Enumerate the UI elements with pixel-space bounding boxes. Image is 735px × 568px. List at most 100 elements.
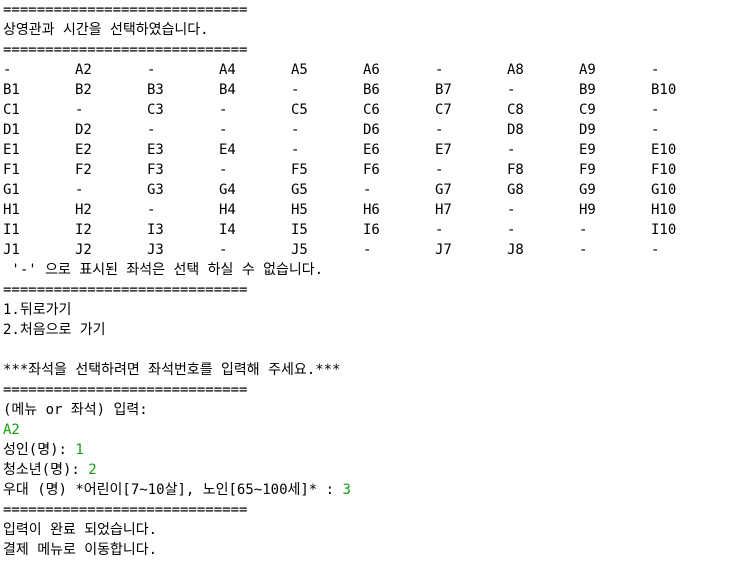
seat-label: I3 xyxy=(147,222,164,238)
menu-back-option: 1.뒤로가기 xyxy=(3,302,72,318)
seat-label: G5 xyxy=(291,182,308,198)
seat-label: H6 xyxy=(363,202,380,218)
seat-label: A8 xyxy=(507,62,524,78)
seat-label: A5 xyxy=(291,62,308,78)
seat-label: B7 xyxy=(435,82,452,98)
seat-row: E1 E2 E3 E4 - E6 E7 - E9 E10 xyxy=(3,140,733,160)
seat-label: A6 xyxy=(363,62,380,78)
seat-label: H9 xyxy=(579,202,596,218)
seat-label: G7 xyxy=(435,182,452,198)
seat-grid: - A2 - A4 A5 A6 - A8 A9 - B1 B2 B3 B4 - B6 B7 - B9 B10 C1 - C3… xyxy=(3,60,733,260)
seat-label: G10 xyxy=(651,182,677,198)
seat-unavailable: - xyxy=(651,62,660,78)
seat-label: B2 xyxy=(75,82,92,98)
seat-label: F8 xyxy=(507,162,524,178)
separator-line: ============================= xyxy=(3,42,248,58)
discount-count-input[interactable]: 3 xyxy=(342,482,351,498)
seat-unavailable: - xyxy=(651,122,660,138)
seat-row: D1 D2 - - - D6 - D8 D9 - xyxy=(3,120,733,140)
seat-label: G4 xyxy=(219,182,236,198)
seat-input-value[interactable]: A2 xyxy=(3,422,20,438)
seat-label: E6 xyxy=(363,142,380,158)
seat-label: C6 xyxy=(363,102,380,118)
seat-label: F10 xyxy=(651,162,677,178)
seat-label: C3 xyxy=(147,102,164,118)
seat-label: J1 xyxy=(3,242,20,258)
instruction-text: ***좌석을 선택하려면 좌석번호를 입력해 주세요.*** xyxy=(3,362,341,378)
youth-count-input[interactable]: 2 xyxy=(88,462,97,478)
seat-unavailable: - xyxy=(579,242,588,258)
seat-unavailable: - xyxy=(219,102,228,118)
seat-unavailable: - xyxy=(219,242,228,258)
console-output: ============================= 상영관과 시간을 선… xyxy=(3,0,733,560)
seat-label: J7 xyxy=(435,242,452,258)
seat-unavailable: - xyxy=(147,202,156,218)
seat-label: J3 xyxy=(147,242,164,258)
seat-label: G1 xyxy=(3,182,20,198)
seat-label: J2 xyxy=(75,242,92,258)
seat-unavailable: - xyxy=(651,242,660,258)
payment-message: 결제 메뉴로 이동합니다. xyxy=(3,542,158,558)
seat-label: H1 xyxy=(3,202,20,218)
seat-label: B4 xyxy=(219,82,236,98)
seat-label: H5 xyxy=(291,202,308,218)
seat-label: J5 xyxy=(291,242,308,258)
seat-label: F1 xyxy=(3,162,20,178)
menu-home-option: 2.처음으로 가기 xyxy=(3,322,106,338)
seat-label: E10 xyxy=(651,142,677,158)
seat-label: C9 xyxy=(579,102,596,118)
seat-label: B9 xyxy=(579,82,596,98)
seat-label: D8 xyxy=(507,122,524,138)
seat-label: B10 xyxy=(651,82,677,98)
seat-label: A4 xyxy=(219,62,236,78)
seat-row: J1 J2 J3 - J5 - J7 J8 - - xyxy=(3,240,733,260)
seat-row: G1 - G3 G4 G5 - G7 G8 G9 G10 xyxy=(3,180,733,200)
seat-unavailable: - xyxy=(75,102,84,118)
seat-label: I1 xyxy=(3,222,20,238)
separator-line: ============================= xyxy=(3,382,248,398)
seat-label: E7 xyxy=(435,142,452,158)
seat-label: E4 xyxy=(219,142,236,158)
seat-label: B3 xyxy=(147,82,164,98)
seat-unavailable: - xyxy=(363,242,372,258)
seat-label: F5 xyxy=(291,162,308,178)
seat-label: A9 xyxy=(579,62,596,78)
seat-unavailable: - xyxy=(75,182,84,198)
adult-count-input[interactable]: 1 xyxy=(75,442,84,458)
seat-label: C7 xyxy=(435,102,452,118)
seat-unavailable: - xyxy=(507,202,516,218)
seat-label: G9 xyxy=(579,182,596,198)
seat-label: I10 xyxy=(651,222,677,238)
seat-label: C1 xyxy=(3,102,20,118)
seat-unavailable: - xyxy=(507,82,516,98)
seat-unavailable: - xyxy=(507,142,516,158)
seat-label: H7 xyxy=(435,202,452,218)
seat-unavailable: - xyxy=(651,102,660,118)
seat-row: I1 I2 I3 I4 I5 I6 - - - I10 xyxy=(3,220,733,240)
seat-label: D1 xyxy=(3,122,20,138)
seat-unavailable: - xyxy=(291,142,300,158)
seat-unavailable: - xyxy=(147,62,156,78)
seat-row: F1 F2 F3 - F5 F6 - F8 F9 F10 xyxy=(3,160,733,180)
seat-unavailable: - xyxy=(291,122,300,138)
seat-label: D2 xyxy=(75,122,92,138)
discount-label: 우대 (명) *어린이[7~10살], 노인[65~100세]* : xyxy=(3,482,343,498)
seat-unavailable: - xyxy=(507,222,516,238)
input-prompt: (메뉴 or 좌석) 입력: xyxy=(3,402,148,418)
seat-unavailable: - xyxy=(435,162,444,178)
seat-label: C5 xyxy=(291,102,308,118)
seat-label: E1 xyxy=(3,142,20,158)
seat-unavailable: - xyxy=(219,162,228,178)
seat-unavailable: - xyxy=(435,62,444,78)
blank-line xyxy=(3,340,733,360)
seat-label: E9 xyxy=(579,142,596,158)
discount-count-line: 우대 (명) *어린이[7~10살], 노인[65~100세]* : 3 xyxy=(3,480,733,500)
seat-label: F6 xyxy=(363,162,380,178)
youth-label: 청소년(명): xyxy=(3,462,89,478)
seat-label: E2 xyxy=(75,142,92,158)
seat-label: I4 xyxy=(219,222,236,238)
seat-label: C8 xyxy=(507,102,524,118)
header-message: 상영관과 시간을 선택하였습니다. xyxy=(3,22,209,38)
seat-unavailable: - xyxy=(219,122,228,138)
seat-label: H4 xyxy=(219,202,236,218)
